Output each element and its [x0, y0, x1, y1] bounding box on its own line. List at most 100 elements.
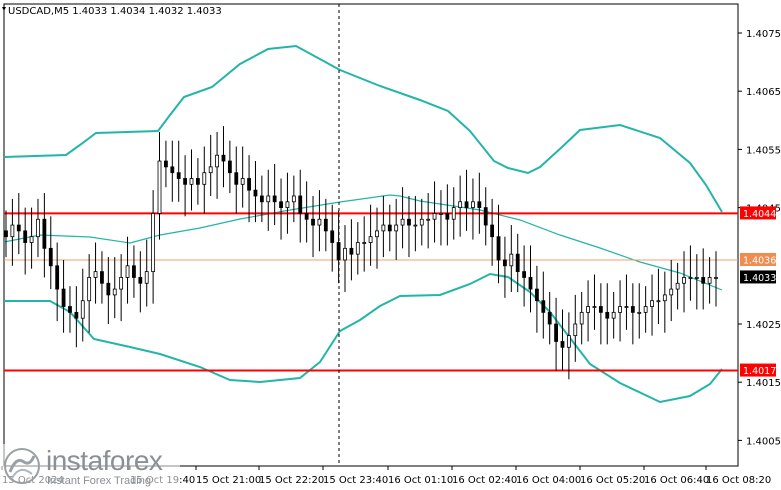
candle	[598, 283, 603, 345]
candle	[682, 251, 686, 313]
candle	[221, 126, 226, 188]
candle	[349, 219, 354, 281]
candle-body	[714, 277, 718, 279]
candle-body	[503, 259, 507, 267]
candle	[554, 297, 558, 371]
candle	[253, 161, 258, 223]
candle-body	[119, 277, 124, 290]
candle-body	[669, 288, 674, 296]
candle-body	[176, 172, 181, 179]
candle-body	[157, 160, 162, 214]
candle-body	[10, 224, 15, 238]
level-tag-bg	[740, 363, 776, 377]
candle	[688, 245, 693, 301]
candle	[541, 271, 546, 339]
dropdown-icon[interactable]	[2, 7, 6, 11]
candle	[701, 248, 706, 310]
candle-body	[42, 218, 47, 249]
candle-body	[106, 282, 111, 296]
candle-body	[547, 311, 552, 325]
candle-body	[688, 277, 693, 279]
bollinger-lower-band	[4, 272, 723, 404]
candle-body	[132, 265, 136, 278]
candle	[368, 204, 373, 266]
candle-body	[272, 195, 277, 203]
candle-body	[496, 236, 501, 261]
candle-body	[55, 265, 60, 290]
candle	[330, 204, 335, 272]
candle	[515, 233, 520, 292]
candle-body	[483, 207, 488, 226]
candle-body	[554, 323, 558, 342]
candle-body	[74, 311, 79, 319]
bollinger-middle-band	[3, 194, 723, 291]
candle-body	[151, 213, 156, 273]
candle	[637, 283, 642, 339]
candle	[355, 222, 360, 275]
candle-body	[285, 201, 290, 208]
candle	[272, 163, 277, 226]
symbol-info-label: USDCAD,M5 1.4033 1.4034 1.4032 1.4033	[8, 6, 222, 17]
candle	[426, 193, 431, 249]
candle	[413, 195, 418, 252]
candle	[298, 169, 303, 243]
y-tick-label: 1.4005	[746, 436, 781, 447]
candle	[394, 198, 399, 260]
candle	[381, 195, 386, 258]
candle-body	[432, 213, 437, 220]
candle-body	[247, 178, 251, 191]
candle	[343, 225, 347, 292]
candle	[215, 131, 219, 199]
x-tick-label: 16 Oct 05:20	[580, 475, 645, 486]
candle	[579, 291, 584, 345]
candle	[451, 187, 456, 240]
candle-body	[637, 311, 642, 314]
bollinger-upper-band	[3, 44, 723, 213]
candle-body	[413, 224, 418, 227]
level-tag-bg	[740, 252, 776, 266]
candle	[183, 155, 187, 217]
candle-body	[36, 218, 40, 238]
candle	[458, 175, 463, 237]
candle-body	[426, 218, 431, 221]
candle	[675, 262, 680, 310]
candle-body	[304, 213, 309, 220]
candle-body	[317, 218, 322, 226]
candle-body	[509, 253, 514, 267]
candle	[362, 216, 367, 272]
candle	[266, 169, 271, 231]
candle-body	[362, 242, 367, 244]
candle-body	[215, 154, 219, 168]
candle	[87, 254, 92, 333]
candle-body	[407, 218, 411, 226]
candle	[291, 175, 296, 223]
current-price-tag-bg	[740, 270, 776, 284]
candle-body	[48, 247, 53, 267]
candle-body	[279, 201, 283, 208]
candle	[445, 184, 450, 246]
candle	[624, 274, 629, 330]
candle	[61, 259, 66, 333]
candle	[560, 309, 565, 371]
candle	[419, 198, 424, 246]
candle	[100, 251, 104, 304]
candle	[643, 286, 648, 333]
candle-body	[535, 288, 539, 302]
candle	[144, 239, 149, 307]
candle-body	[579, 311, 584, 325]
candle	[80, 268, 85, 342]
candle-body	[183, 178, 187, 185]
candle-body	[682, 277, 686, 284]
candle-body	[100, 271, 104, 284]
candle-body	[573, 323, 578, 337]
candle	[611, 291, 616, 339]
x-tick-label: 16 Oct 01:10	[388, 475, 453, 486]
candle	[68, 286, 72, 333]
candle	[151, 190, 156, 304]
candle-body	[323, 218, 328, 232]
candle-body	[630, 306, 635, 313]
candle-body	[419, 218, 424, 226]
candle	[208, 134, 213, 196]
